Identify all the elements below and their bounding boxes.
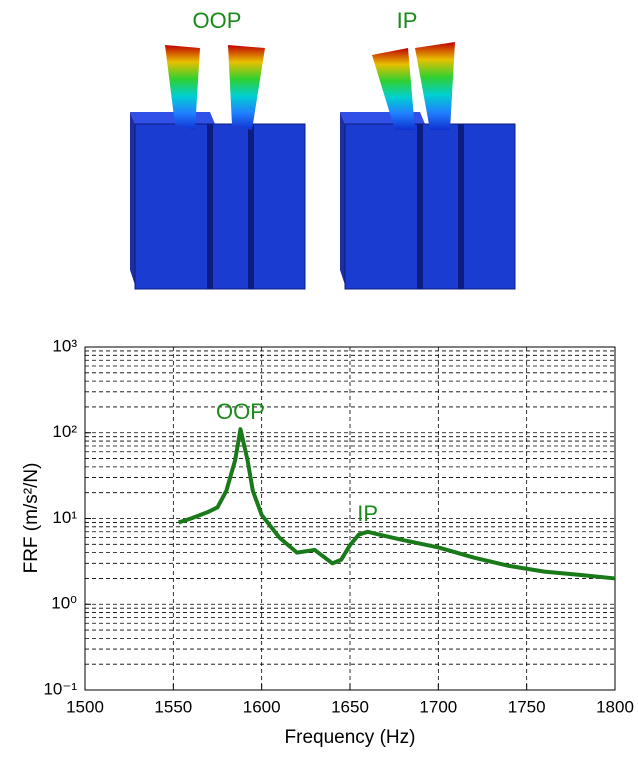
ip-mode-image [340, 42, 516, 290]
y-tick-label: 10² [52, 422, 77, 441]
plot-frame [84, 346, 616, 691]
y-tick-label: 10⁻¹ [43, 679, 77, 698]
x-tick-label: 1650 [331, 697, 369, 716]
x-tick-label: 1600 [243, 697, 281, 716]
x-axis-label: Frequency (Hz) [285, 727, 416, 748]
mode-label: OOP [193, 8, 242, 33]
x-tick-label: 1550 [154, 697, 192, 716]
x-tick-label: 1700 [419, 697, 457, 716]
annotation: IP [357, 501, 378, 526]
mode-label: IP [397, 8, 418, 33]
oop-mode-image [130, 45, 306, 290]
frf-line [178, 427, 616, 581]
annotation: OOP [216, 399, 265, 424]
y-tick-label: 10⁰ [51, 594, 77, 613]
y-tick-label: 10³ [52, 336, 77, 355]
y-axis-label: FRF (m/s²/N) [21, 463, 42, 574]
y-tick-label: 10¹ [52, 508, 77, 527]
x-tick-label: 1750 [508, 697, 546, 716]
x-tick-label: 1500 [66, 697, 104, 716]
x-tick-label: 1800 [596, 697, 634, 716]
